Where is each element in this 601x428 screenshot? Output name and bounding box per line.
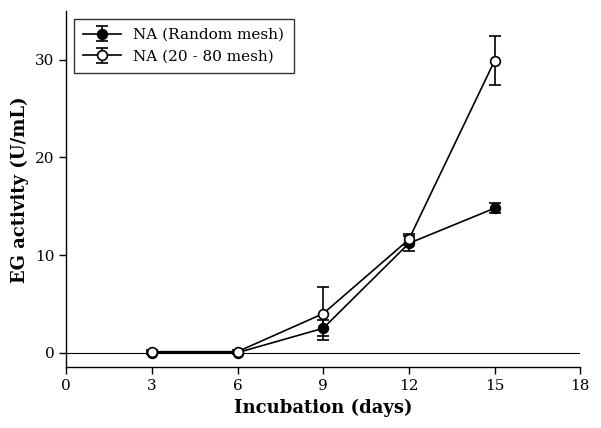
Legend: NA (Random mesh), NA (20 - 80 mesh): NA (Random mesh), NA (20 - 80 mesh) [74, 19, 294, 73]
X-axis label: Incubation (days): Incubation (days) [234, 398, 412, 417]
Y-axis label: EG activity (U/mL): EG activity (U/mL) [11, 96, 29, 282]
